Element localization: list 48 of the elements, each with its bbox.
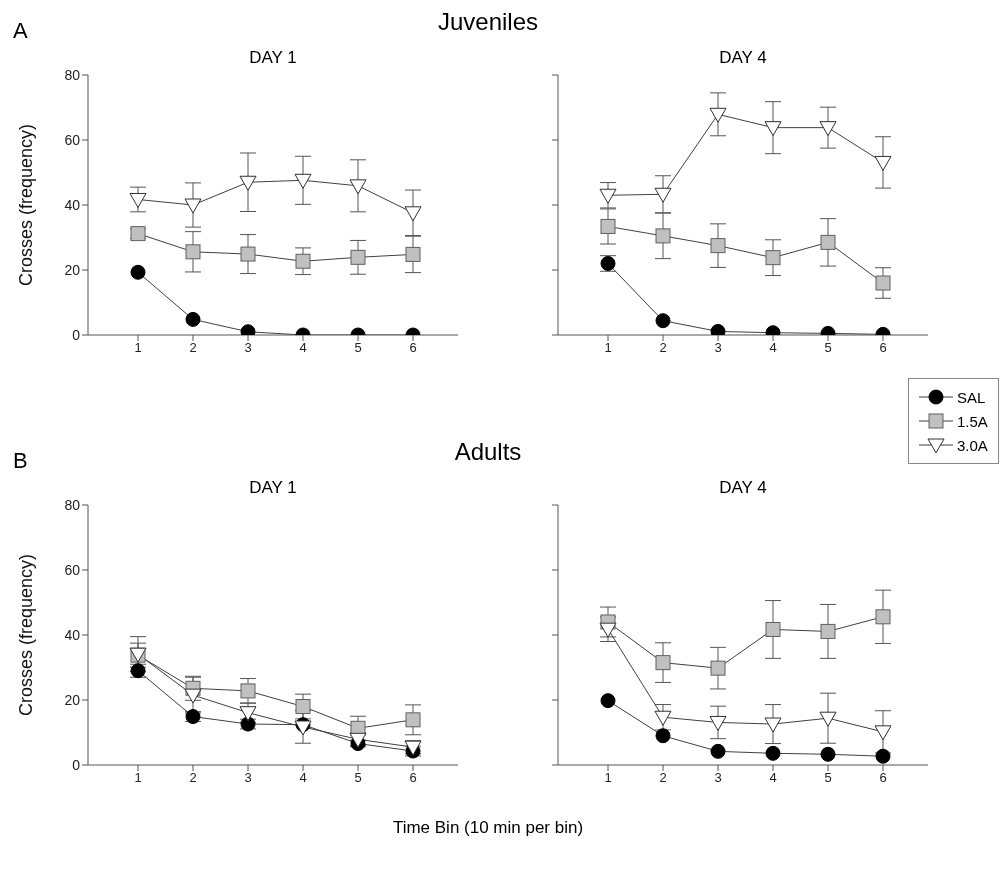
text: B — [13, 448, 28, 474]
x-tick-label: 1 — [134, 770, 142, 786]
y-tick-label: 0 — [72, 326, 81, 343]
x-tick-label: 4 — [299, 770, 307, 786]
x-tick-label: 6 — [409, 340, 417, 356]
x-tick-label: 4 — [299, 340, 307, 356]
x-tick-label: 2 — [189, 340, 197, 356]
y-axis-title: Crosses (frequency) — [16, 123, 37, 287]
x-tick-label: 5 — [354, 340, 362, 356]
y-tick-label: 0 — [72, 756, 81, 773]
x-tick-label: 5 — [824, 770, 832, 786]
x-tick-label: 3 — [714, 770, 722, 786]
text: A — [13, 18, 28, 44]
x-tick-label: 6 — [879, 340, 887, 356]
chart-title: DAY 4 — [718, 48, 768, 68]
y-tick-label: 40 — [64, 196, 81, 213]
chart-title: DAY 1 — [248, 478, 298, 498]
x-tick-label: 2 — [659, 340, 667, 356]
y-tick-label: 80 — [64, 66, 81, 83]
chart-title: DAY 1 — [248, 48, 298, 68]
x-tick-label: 2 — [189, 770, 197, 786]
y-tick-label: 20 — [64, 261, 81, 278]
text: Adults — [454, 438, 522, 466]
text: Juveniles — [437, 8, 539, 36]
x-tick-label: 3 — [244, 770, 252, 786]
x-tick-label: 3 — [714, 340, 722, 356]
chart-title: DAY 4 — [718, 478, 768, 498]
x-tick-label: 2 — [659, 770, 667, 786]
x-tick-label: 1 — [604, 340, 612, 356]
x-tick-label: 1 — [604, 770, 612, 786]
y-axis-title: Crosses (frequency) — [16, 553, 37, 717]
y-tick-label: 40 — [64, 626, 81, 643]
legend-label: 3.0A — [957, 436, 988, 454]
x-tick-label: 5 — [824, 340, 832, 356]
x-tick-label: 5 — [354, 770, 362, 786]
legend-label: SAL — [957, 388, 986, 406]
x-tick-label: 4 — [769, 340, 777, 356]
x-tick-label: 1 — [134, 340, 142, 356]
legend-label: 1.5A — [957, 412, 988, 430]
x-tick-label: 4 — [769, 770, 777, 786]
x-axis-title: Time Bin (10 min per bin) — [392, 818, 584, 838]
y-tick-label: 60 — [64, 561, 81, 578]
x-tick-label: 6 — [879, 770, 887, 786]
x-tick-label: 6 — [409, 770, 417, 786]
y-tick-label: 80 — [64, 496, 81, 513]
y-tick-label: 20 — [64, 691, 81, 708]
x-tick-label: 3 — [244, 340, 252, 356]
y-tick-label: 60 — [64, 131, 81, 148]
